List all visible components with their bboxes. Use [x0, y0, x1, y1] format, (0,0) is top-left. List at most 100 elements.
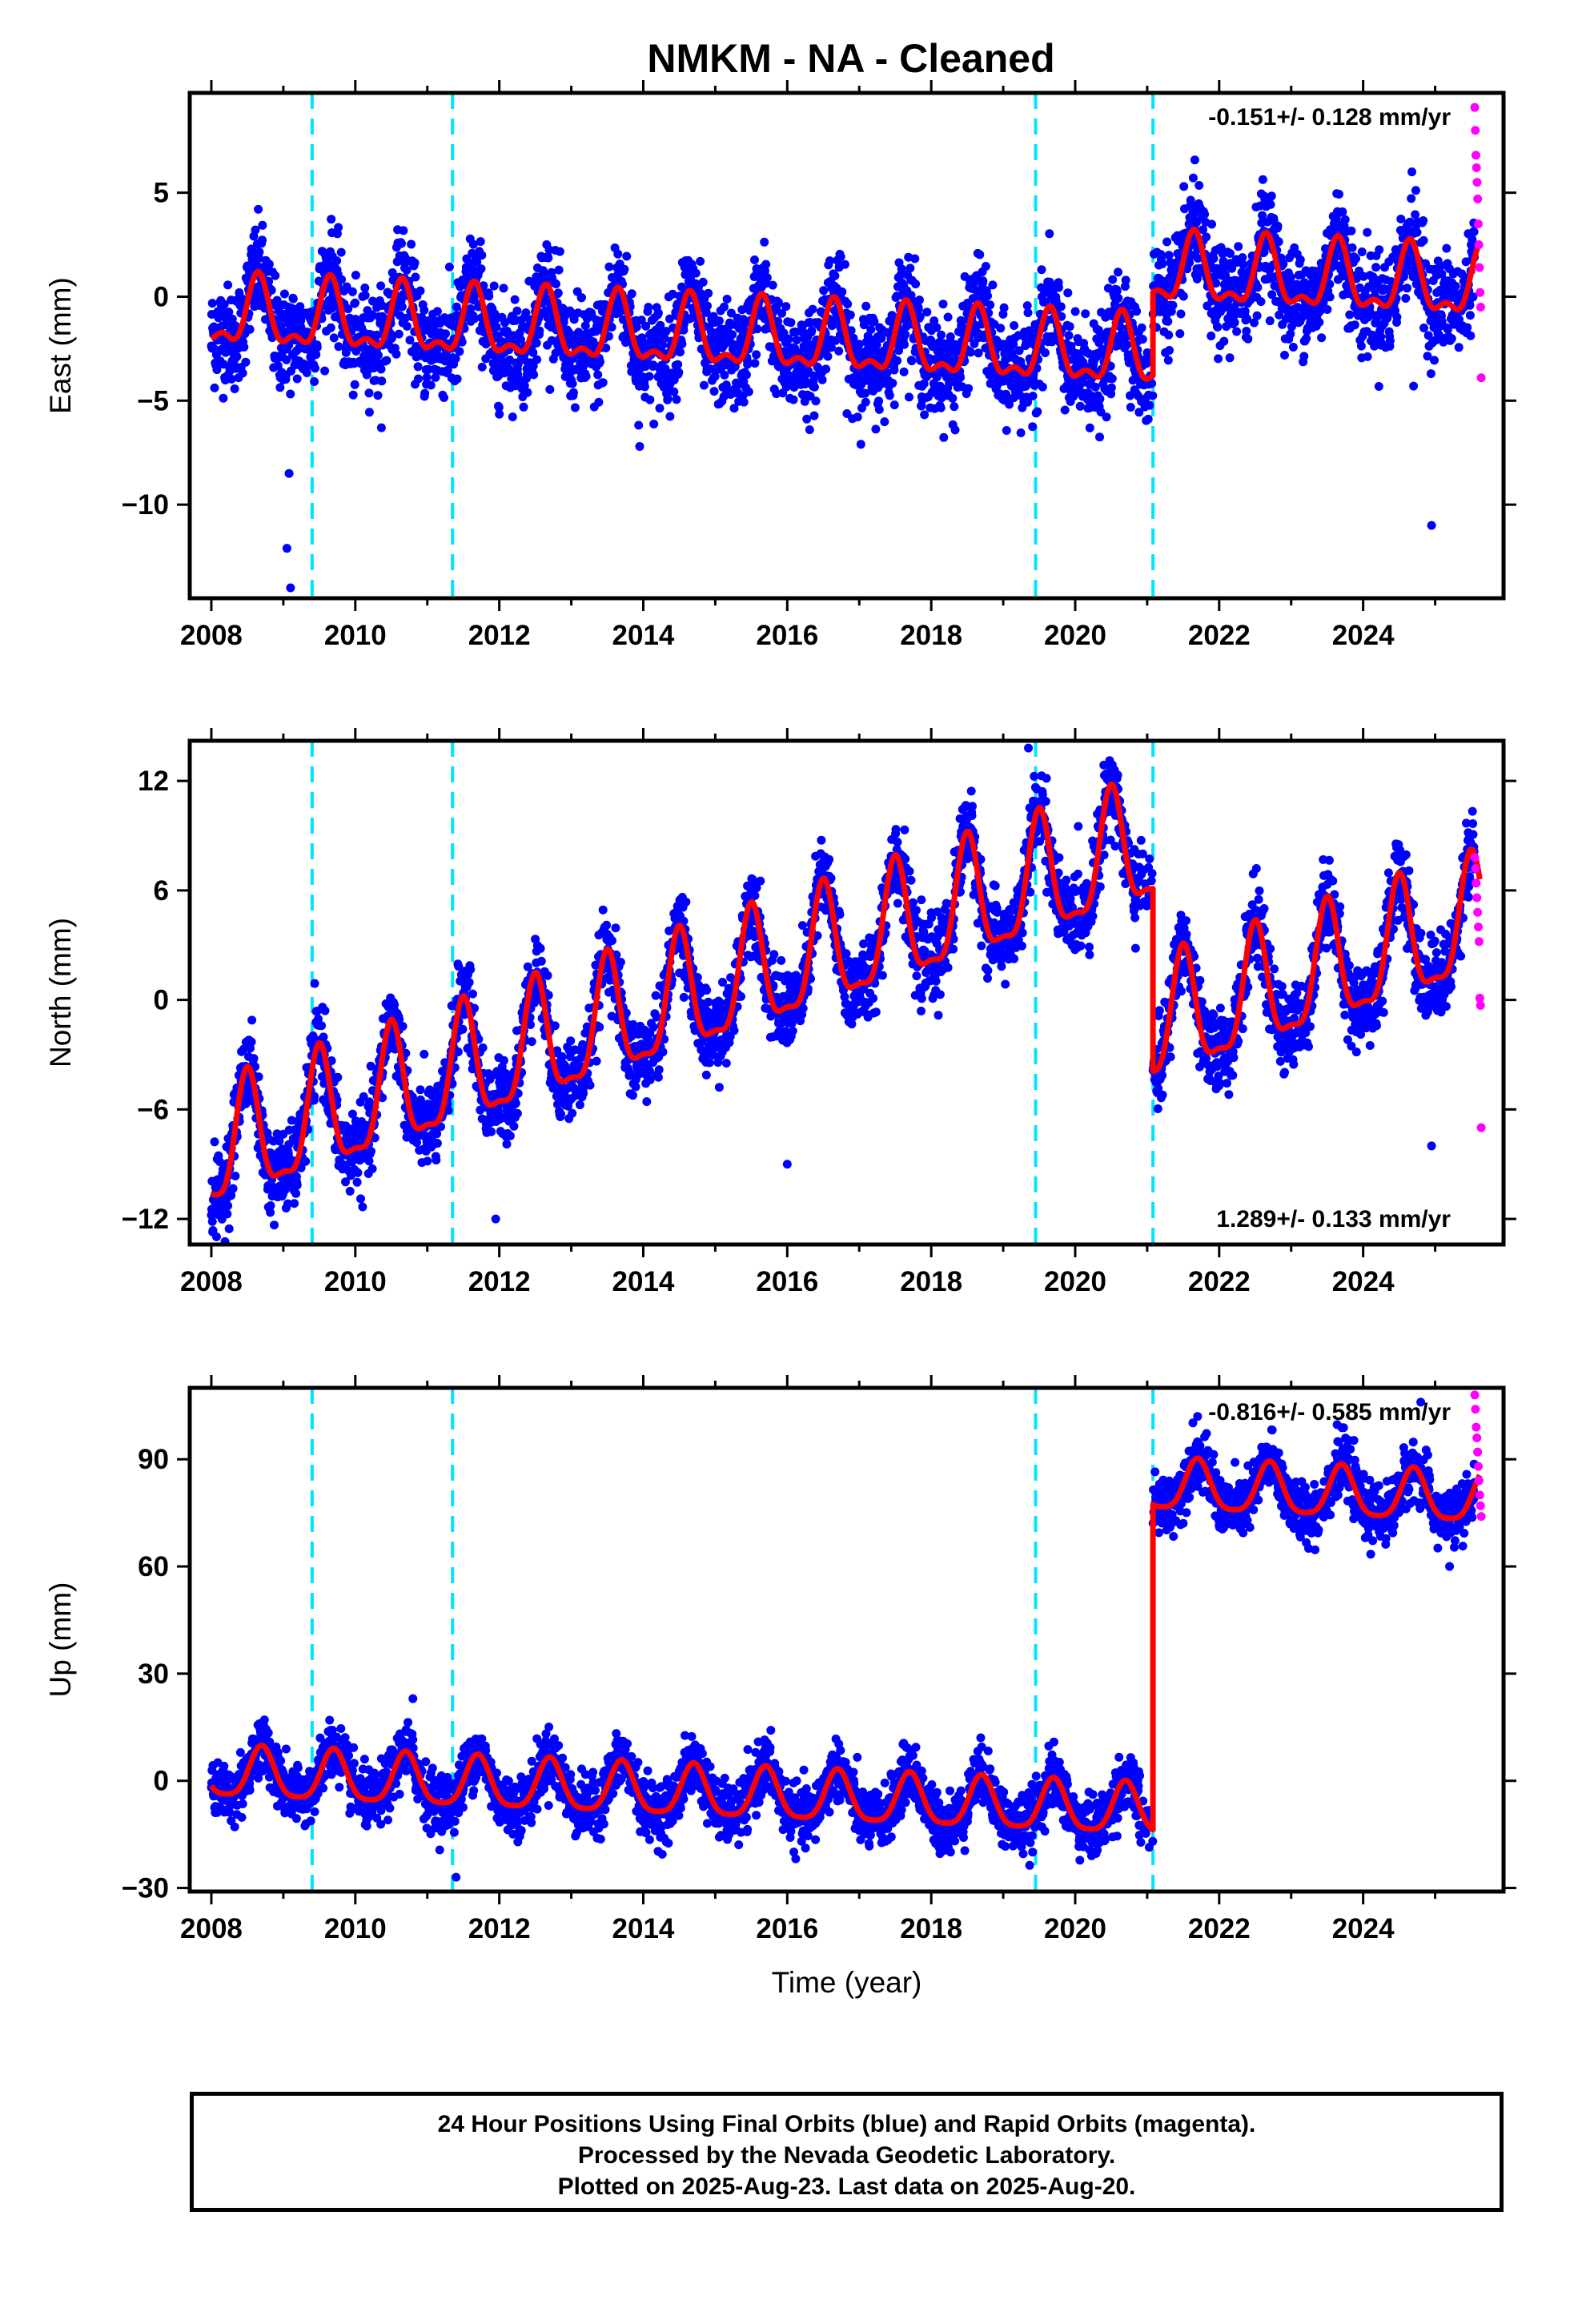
data-point [808, 304, 817, 314]
data-point [627, 289, 636, 299]
data-point [351, 298, 360, 308]
data-point [601, 344, 611, 352]
data-point [420, 388, 430, 398]
x-tick-label: 2018 [900, 620, 962, 651]
data-point [1442, 243, 1452, 253]
data-point [555, 247, 564, 256]
data-point [581, 372, 591, 381]
data-point [888, 379, 897, 388]
data-point [937, 330, 946, 340]
data-point [861, 301, 871, 311]
data-point [414, 374, 423, 384]
data-point [532, 355, 542, 364]
data-point [943, 312, 953, 322]
data-point [1347, 243, 1357, 252]
data-point [527, 1037, 536, 1047]
data-point [1426, 369, 1435, 379]
data-point [644, 303, 653, 312]
data-point [739, 397, 749, 407]
data-point [290, 1199, 299, 1208]
data-point [1338, 207, 1347, 216]
data-point [326, 323, 335, 332]
data-point [1357, 247, 1367, 256]
data-point [728, 330, 737, 340]
data-point [789, 395, 798, 404]
data-point [372, 330, 382, 340]
data-point [310, 979, 319, 988]
data-point [416, 286, 425, 296]
data-point [1335, 190, 1343, 199]
data-point [255, 247, 264, 257]
data-point [228, 1184, 238, 1193]
outlier-point [1409, 381, 1419, 391]
data-point [1214, 354, 1223, 364]
data-point [843, 300, 853, 309]
data-point [1145, 400, 1154, 410]
data-point [1267, 191, 1276, 201]
rapid-orbit-point [1470, 103, 1480, 112]
data-point [1207, 332, 1216, 340]
data-point [1299, 352, 1309, 361]
data-point [817, 375, 827, 384]
data-point [1200, 210, 1210, 219]
data-point [1010, 321, 1019, 330]
data-point [376, 281, 386, 291]
data-point [1253, 283, 1263, 292]
rapid-orbit-point [1476, 373, 1486, 383]
y-tick-label: 0 [154, 281, 169, 312]
data-point [913, 304, 923, 314]
data-point [336, 247, 346, 257]
data-point [660, 333, 669, 343]
data-point [1323, 305, 1332, 314]
data-point [536, 943, 545, 953]
data-point [1163, 316, 1173, 326]
data-point [451, 354, 460, 364]
data-point [312, 343, 322, 352]
data-point [618, 315, 628, 324]
data-point [786, 318, 796, 328]
data-point [1122, 340, 1131, 350]
data-point [499, 283, 508, 293]
data-point [1081, 309, 1090, 319]
rapid-orbit-point [1472, 178, 1482, 187]
data-point [579, 361, 588, 371]
data-point [532, 338, 541, 348]
x-tick-label: 2012 [468, 620, 531, 651]
data-point [821, 364, 831, 374]
data-point [911, 279, 921, 289]
data-point [311, 364, 319, 373]
data-point [249, 1054, 259, 1063]
data-point [510, 295, 520, 304]
data-point [577, 293, 586, 303]
data-point [836, 252, 845, 261]
data-point [948, 393, 958, 403]
data-point [210, 1137, 219, 1147]
data-point [866, 325, 876, 334]
data-point [207, 299, 217, 308]
data-point [279, 289, 289, 299]
data-point [569, 315, 579, 324]
data-point [1190, 155, 1199, 165]
data-point [1213, 323, 1223, 332]
data-point [219, 393, 228, 403]
data-point [1407, 194, 1416, 203]
data-point [422, 372, 432, 382]
data-point [292, 1180, 302, 1190]
data-point [258, 235, 267, 245]
data-point [405, 336, 415, 345]
data-point [535, 326, 544, 336]
data-point [726, 308, 736, 318]
data-point [753, 324, 762, 334]
data-point [223, 1209, 232, 1219]
data-point [1463, 323, 1472, 332]
data-point [699, 380, 709, 390]
data-point [672, 395, 681, 404]
data-point [861, 397, 870, 407]
data-point [320, 1006, 330, 1015]
data-point [1363, 352, 1372, 361]
data-point [1419, 235, 1428, 245]
data-point [416, 1085, 425, 1095]
data-point [823, 352, 833, 361]
data-point [520, 381, 529, 391]
data-point [247, 1037, 256, 1047]
